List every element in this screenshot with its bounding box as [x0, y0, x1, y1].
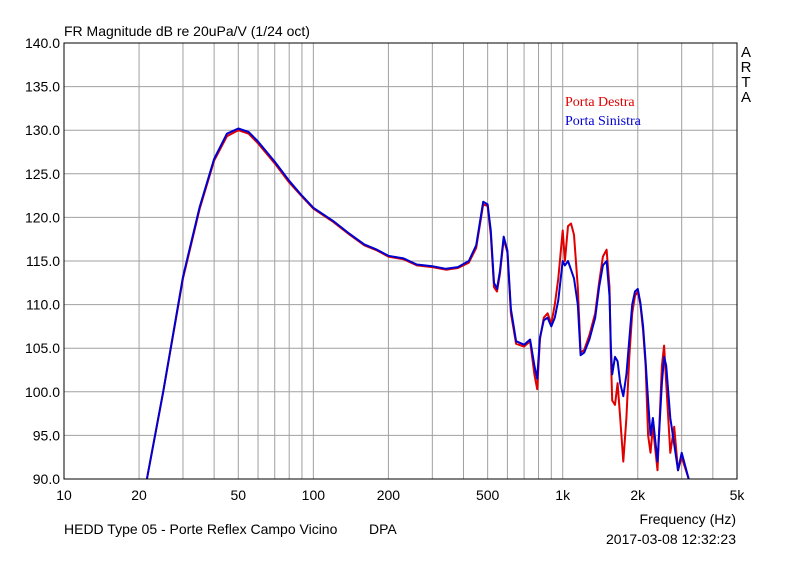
legend-entry: Porta Destra — [565, 95, 635, 110]
measurement-mode: DPA — [369, 521, 397, 537]
x-tick-label: 50 — [231, 487, 247, 503]
x-tick-label: 1k — [555, 487, 571, 503]
x-tick-labels: 10 20 50 100 200 500 1k 2k 5k — [56, 487, 745, 503]
legend-entry: Porta Sinistra — [565, 114, 642, 129]
y-tick-label: 130.0 — [25, 122, 60, 138]
y-tick-labels: 90.0 95.0 100.0 105.0 110.0 115.0 120.0 125.0 13… — [25, 35, 60, 487]
chart-title: FR Magnitude dB re 20uPa/V (1/24 oct) — [64, 23, 310, 39]
y-tick-label: 90.0 — [33, 471, 60, 487]
arta-letter: A — [741, 89, 751, 106]
series-lines — [145, 127, 690, 480]
y-tick-label: 135.0 — [25, 79, 60, 95]
x-tick-label: 100 — [302, 487, 326, 503]
y-tick-label: 110.0 — [26, 297, 60, 313]
x-tick-label: 200 — [377, 487, 401, 503]
grid-lines — [64, 43, 737, 479]
arta-letter: R — [741, 59, 752, 76]
arta-letter: T — [741, 74, 750, 91]
timestamp: 2017-03-08 12:32:23 — [606, 531, 736, 547]
y-tick-label: 140.0 — [25, 35, 60, 51]
x-tick-label: 10 — [56, 487, 72, 503]
y-tick-label: 95.0 — [33, 427, 60, 443]
x-tick-label: 2k — [630, 487, 646, 503]
x-tick-label: 500 — [476, 487, 500, 503]
series-line — [145, 127, 690, 480]
plot-frame — [63, 42, 738, 480]
x-tick-label: 5k — [730, 487, 746, 503]
x-tick-label: 20 — [131, 487, 147, 503]
legend: Porta Destra Porta Sinistra — [565, 95, 642, 129]
measurement-name: HEDD Type 05 - Porte Reflex Campo Vicino — [64, 521, 338, 537]
y-tick-label: 105.0 — [25, 340, 60, 356]
x-axis-label: Frequency (Hz) — [640, 511, 736, 527]
y-tick-label: 115.0 — [26, 253, 60, 269]
y-tick-label: 125.0 — [25, 166, 60, 182]
arta-letter: A — [741, 44, 751, 61]
y-tick-label: 100.0 — [25, 384, 60, 400]
y-tick-label: 120.0 — [25, 209, 60, 225]
